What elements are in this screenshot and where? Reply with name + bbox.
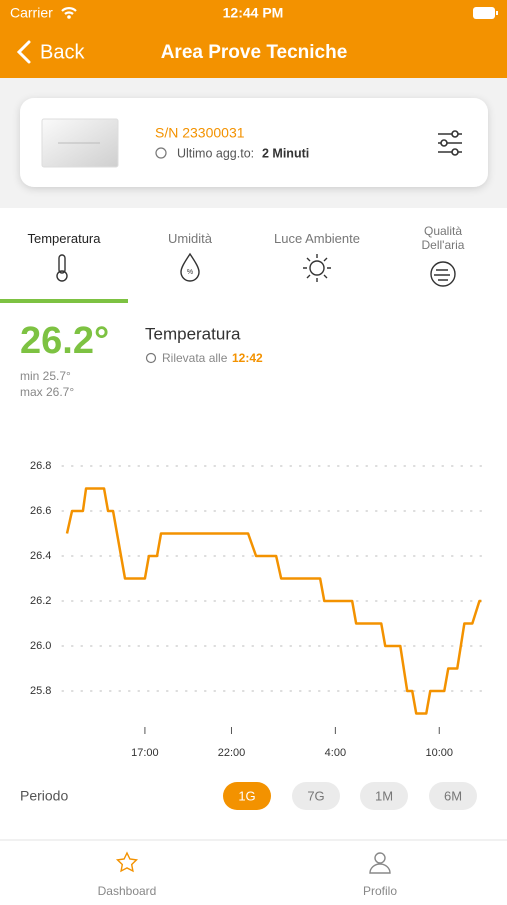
x-tick-label: 22:00 (218, 747, 246, 759)
wifi-icon (61, 7, 77, 15)
nav-title: Area Prove Tecniche (161, 42, 348, 63)
period-button[interactable] (360, 782, 408, 810)
time: 12:44 PM (223, 5, 284, 21)
period-button[interactable] (429, 782, 477, 810)
reading-value: 26.2° (20, 320, 109, 362)
period-button-label[interactable]: 6M (444, 788, 462, 803)
wifi-dot (67, 15, 71, 19)
detected-label: Rilevata alle (162, 351, 228, 365)
serial: S/N 23300031 (155, 125, 245, 141)
history-icon (155, 147, 167, 159)
period-button[interactable] (292, 782, 340, 810)
filter-icon[interactable] (438, 130, 462, 156)
carrier: Carrier (10, 5, 53, 21)
y-tick-label: 26.6 (30, 505, 51, 517)
period-button-label[interactable]: 1M (375, 788, 393, 803)
x-tick-label: 17:00 (131, 747, 159, 759)
tabbar-label[interactable]: Dashboard (98, 884, 157, 898)
history-icon (145, 352, 157, 364)
active-tab-indicator (0, 299, 128, 303)
battery (473, 7, 495, 19)
detected-time: 12:42 (232, 351, 263, 365)
percent-glyph: % (187, 269, 193, 276)
back-arrow[interactable] (16, 40, 31, 64)
updated-value: 2 Minuti (262, 146, 309, 160)
y-tick-label: 25.8 (30, 685, 51, 697)
tab-label[interactable]: Umidità (167, 231, 213, 246)
header (0, 0, 507, 78)
battery-tip (496, 11, 498, 15)
dashboard-icon[interactable] (115, 851, 139, 873)
y-tick-label: 26.8 (30, 460, 51, 472)
updated-label: Ultimo agg.to: (177, 146, 254, 160)
reading-label: Temperatura (145, 324, 241, 343)
y-tick-label: 26.4 (30, 550, 51, 562)
tab-label-box[interactable]: Umidità (130, 231, 250, 271)
tab-label-box[interactable]: Temperatura (4, 231, 124, 271)
tab-label-box[interactable]: Qualità Dell'aria (408, 224, 478, 264)
period-button[interactable] (223, 782, 271, 810)
temperature-line (65, 487, 482, 715)
device-card[interactable] (20, 98, 488, 187)
tab-label[interactable]: Temperatura (27, 231, 101, 246)
x-tick-label: 4:00 (325, 747, 346, 759)
back-button[interactable]: Back (16, 40, 85, 64)
profile-icon-body[interactable] (369, 863, 391, 874)
profile-icon-head[interactable] (374, 852, 386, 864)
period-button-label[interactable]: 7G (307, 788, 324, 803)
y-tick-label: 26.0 (30, 640, 51, 652)
tab-label[interactable]: Luce Ambiente (273, 231, 360, 246)
period-button-label[interactable]: 1G (238, 788, 255, 803)
back-label[interactable]: Back (40, 41, 85, 63)
tab-label[interactable]: Qualità Dell'aria (421, 224, 465, 252)
tab-label-box[interactable]: Luce Ambiente (257, 231, 377, 271)
y-tick-label: 26.2 (30, 595, 51, 607)
tab-icons (56, 252, 456, 287)
reading-min: min 25.7° (20, 369, 71, 383)
reading-max: max 26.7° (20, 385, 74, 399)
x-tick-label: 10:00 (425, 747, 453, 759)
period-label: Periodo (20, 788, 68, 804)
tabbar-label[interactable]: Profilo (363, 884, 397, 898)
